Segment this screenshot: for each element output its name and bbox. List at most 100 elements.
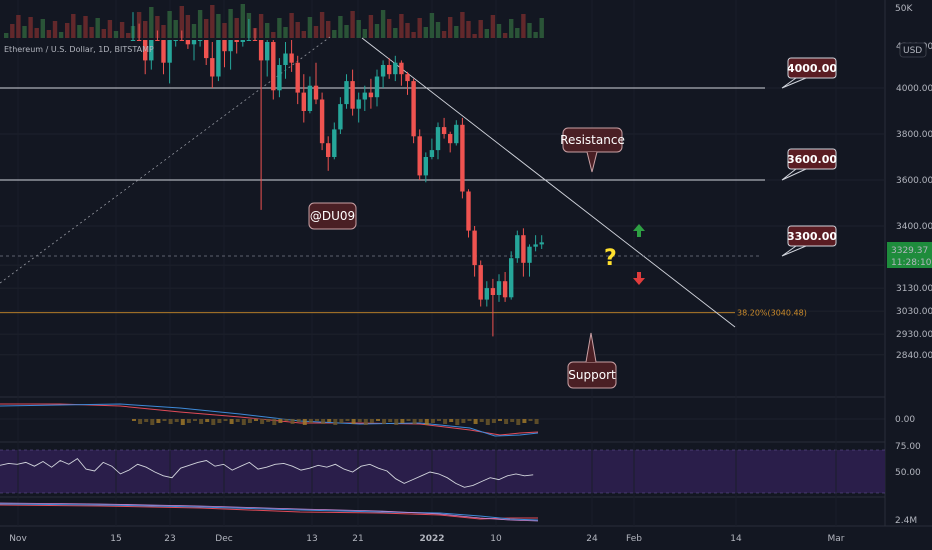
macd-histogram-bar <box>418 419 423 422</box>
volume-bars <box>4 4 544 38</box>
candle-body <box>179 40 184 41</box>
macd-histogram-bar <box>388 419 393 422</box>
candle-body <box>271 42 276 91</box>
price-box <box>787 148 837 170</box>
candle-body <box>466 191 471 231</box>
candle-body <box>161 40 166 63</box>
volume-bar <box>77 25 82 38</box>
indicator-lines <box>0 403 885 522</box>
candle-body <box>197 40 203 41</box>
volume-bar <box>58 32 64 38</box>
candle-body <box>289 53 294 63</box>
candle-body <box>228 40 233 52</box>
macd-histogram-bar <box>382 419 387 424</box>
candle-body <box>295 62 300 93</box>
candle-body <box>435 127 441 151</box>
macd-histogram-bar <box>290 419 295 424</box>
price-box <box>787 57 837 79</box>
candle-body <box>374 76 380 98</box>
candle-body <box>429 150 435 157</box>
macd-histogram-bar <box>321 419 326 424</box>
volume-bar <box>393 28 398 38</box>
macd-histogram-bar <box>528 419 533 421</box>
macd-histogram-bar <box>504 419 509 424</box>
arrow-up-icon <box>633 224 645 237</box>
currency-button[interactable] <box>899 42 927 58</box>
macd-histogram-bar <box>430 419 435 423</box>
time-tick-label: Mar <box>828 534 845 544</box>
macd-histogram-bar <box>150 419 155 425</box>
candle-body <box>515 235 520 259</box>
volume-bar <box>289 13 294 38</box>
volume-bar <box>338 16 343 38</box>
candle-body <box>380 65 386 77</box>
candle-body <box>240 40 245 42</box>
macd-histogram-bar <box>491 419 496 423</box>
time-tick-label: 14 <box>730 534 742 544</box>
price-tick-label: 2840.00 <box>896 351 932 361</box>
macd-histogram-bar <box>229 419 234 424</box>
volume-bar <box>167 11 172 38</box>
time-tick-label: 13 <box>306 534 317 544</box>
candle-body <box>454 124 459 144</box>
macd-histogram-bar <box>498 419 502 421</box>
candle-body <box>417 136 422 176</box>
price-box-tail <box>781 77 807 89</box>
macd-histogram-bar <box>406 419 411 421</box>
volume-bar <box>10 24 15 38</box>
time-tick-label: 24 <box>586 534 598 544</box>
volume-bar <box>387 19 392 38</box>
macd-histogram-bar <box>534 419 539 424</box>
volume-bar <box>307 17 313 38</box>
volume-bar <box>149 7 154 38</box>
trendlines <box>0 36 760 328</box>
macd-histogram-bar <box>522 419 527 423</box>
volume-bar <box>204 19 209 38</box>
volume-bar <box>417 18 422 38</box>
volume-bar <box>448 17 453 38</box>
resistance-callout-text: Resistance <box>560 133 625 147</box>
volume-bar <box>89 27 94 38</box>
volume-bar <box>4 33 9 38</box>
macd-histogram-bar <box>162 419 167 421</box>
volume-bar <box>52 21 58 38</box>
candle-body <box>344 81 349 105</box>
volume-bar <box>399 14 404 38</box>
question-mark: ? <box>604 246 617 271</box>
volume-bar <box>313 26 319 38</box>
volume-bar <box>40 19 45 38</box>
macd-histogram-bar <box>369 419 374 423</box>
candle-body <box>307 85 313 111</box>
candle-body <box>265 42 270 61</box>
time-axis: Nov 15 23 Dec 13 21 2022 10 24 Feb 14 Mar <box>9 534 845 544</box>
lower-indicator-blue <box>0 503 539 521</box>
candle-body <box>502 281 508 298</box>
candle-body <box>283 53 288 65</box>
volume-bar <box>143 21 148 38</box>
candle-body <box>496 281 502 295</box>
time-tick-label: Nov <box>9 534 27 544</box>
volume-bar <box>28 17 33 38</box>
macd-histogram-bar <box>223 419 228 421</box>
candle-body <box>356 99 361 109</box>
candle-body <box>490 288 496 295</box>
volume-bar <box>126 33 131 38</box>
candle-body <box>423 157 428 176</box>
candle-body <box>399 62 404 75</box>
candle-body <box>484 288 489 300</box>
volume-bar <box>222 23 227 38</box>
volume-bar <box>380 10 386 38</box>
last-price-value: 3329.37 <box>891 246 928 256</box>
price-tick-label: 3400.00 <box>896 222 932 232</box>
volume-bar <box>71 14 76 38</box>
volume-bar <box>496 24 502 38</box>
price-box-text: 3300.00 <box>787 230 837 243</box>
volume-bar <box>490 15 496 38</box>
candle-body <box>185 40 191 45</box>
volume-bar <box>113 31 119 38</box>
volume-bar <box>95 18 100 38</box>
candle-body <box>472 230 477 266</box>
volume-bar <box>271 32 276 38</box>
volume-bar <box>185 15 191 38</box>
